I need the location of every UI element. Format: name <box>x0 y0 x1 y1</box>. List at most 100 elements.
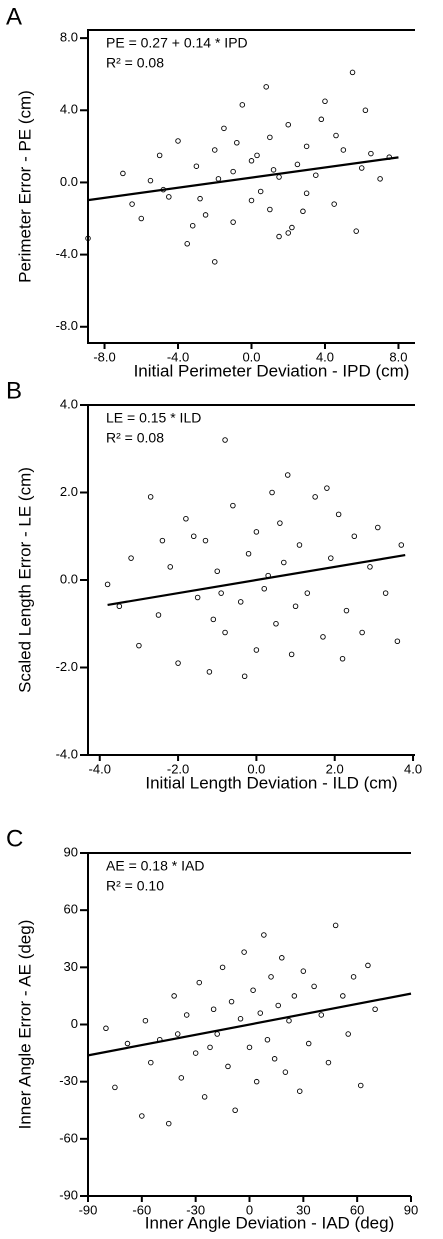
point <box>175 138 181 144</box>
y-tick-label: -60 <box>59 1130 78 1145</box>
point <box>332 922 339 929</box>
x-tick-label: -60 <box>132 1202 151 1217</box>
point <box>273 621 279 627</box>
point <box>353 228 359 234</box>
point <box>288 651 295 658</box>
point <box>254 152 260 159</box>
point <box>239 102 246 108</box>
point <box>165 1120 172 1127</box>
point <box>202 212 209 218</box>
point <box>382 590 389 596</box>
point <box>339 656 346 662</box>
x-tick-label: 60 <box>350 1202 364 1217</box>
point <box>276 233 282 240</box>
point <box>358 1082 364 1089</box>
point <box>148 1059 154 1066</box>
point <box>253 1078 260 1085</box>
x-tick-label: 0 <box>246 1202 253 1217</box>
y-tick-label: 60 <box>64 902 78 917</box>
point <box>147 494 154 500</box>
point <box>197 195 203 202</box>
point <box>367 564 373 570</box>
point <box>136 642 142 649</box>
point <box>261 932 267 938</box>
point <box>248 158 255 164</box>
point <box>241 949 247 955</box>
axes <box>87 852 411 1197</box>
point <box>193 163 200 169</box>
x-axis-label: Inner Angle Deviation - IAD (deg) <box>145 1213 394 1232</box>
point <box>303 190 310 197</box>
point <box>159 537 166 544</box>
point <box>304 590 311 596</box>
x-tick-label: 30 <box>296 1202 310 1217</box>
point <box>128 555 134 561</box>
point <box>303 143 310 150</box>
panel-label: A <box>6 3 22 30</box>
point <box>222 629 228 636</box>
x-tick-label: 2.0 <box>326 761 344 776</box>
point <box>335 511 342 518</box>
point <box>300 968 307 974</box>
point <box>192 1050 199 1056</box>
x-tick-label: -2.0 <box>167 761 189 776</box>
y-tick-label: -8.0 <box>56 318 78 333</box>
y-tick-label: -2.0 <box>56 659 78 674</box>
point <box>230 168 236 175</box>
point <box>202 537 209 544</box>
y-tick-label: 4.0 <box>60 396 78 411</box>
y-tick-label: -4.0 <box>56 746 78 761</box>
fit-line <box>87 156 399 202</box>
point <box>277 520 283 526</box>
x-tick-label: 4.0 <box>404 761 422 776</box>
x-tick-label: 90 <box>404 1202 418 1217</box>
point <box>358 165 365 171</box>
y-axis-label: Perimeter Error - PE (cm) <box>15 90 34 283</box>
y-tick-label: 0.0 <box>60 571 78 586</box>
y-tick-label: -4.0 <box>56 246 78 261</box>
point <box>325 1059 332 1066</box>
x-tick-label: 4.0 <box>316 349 334 364</box>
point <box>368 150 374 157</box>
point <box>190 533 197 540</box>
point <box>359 629 365 636</box>
point <box>269 489 275 496</box>
point <box>116 603 123 610</box>
point <box>189 222 196 229</box>
point <box>230 219 236 225</box>
y-axis-label: Inner Angle Error - AE (deg) <box>15 920 34 1130</box>
point <box>375 524 381 531</box>
point <box>120 170 126 177</box>
y-tick-label: 0.0 <box>60 174 78 189</box>
point <box>271 1056 278 1062</box>
point <box>241 673 248 680</box>
point <box>267 134 273 141</box>
annotation: R² = 0.10 <box>106 878 164 894</box>
point <box>214 1031 220 1037</box>
fit-line <box>87 992 412 1057</box>
y-tick-label: 4.0 <box>60 102 78 117</box>
y-tick-label: 8.0 <box>60 30 78 45</box>
point <box>270 167 277 173</box>
point <box>206 669 213 675</box>
point <box>398 542 405 548</box>
x-tick-label: 8.0 <box>389 349 407 364</box>
point <box>268 974 274 980</box>
point <box>362 107 369 114</box>
point <box>257 188 264 195</box>
point <box>324 485 330 491</box>
point <box>275 1002 281 1009</box>
y-axis-label: Scaled Length Error - LE (cm) <box>15 467 34 693</box>
point <box>312 494 318 500</box>
x-tick-label: -8.0 <box>93 349 115 364</box>
point <box>318 1012 325 1018</box>
point <box>129 201 135 207</box>
point <box>183 516 189 522</box>
point <box>201 1094 208 1100</box>
axes <box>87 29 415 344</box>
point <box>156 152 163 159</box>
point <box>221 125 227 132</box>
point <box>292 603 299 610</box>
point <box>279 955 285 961</box>
